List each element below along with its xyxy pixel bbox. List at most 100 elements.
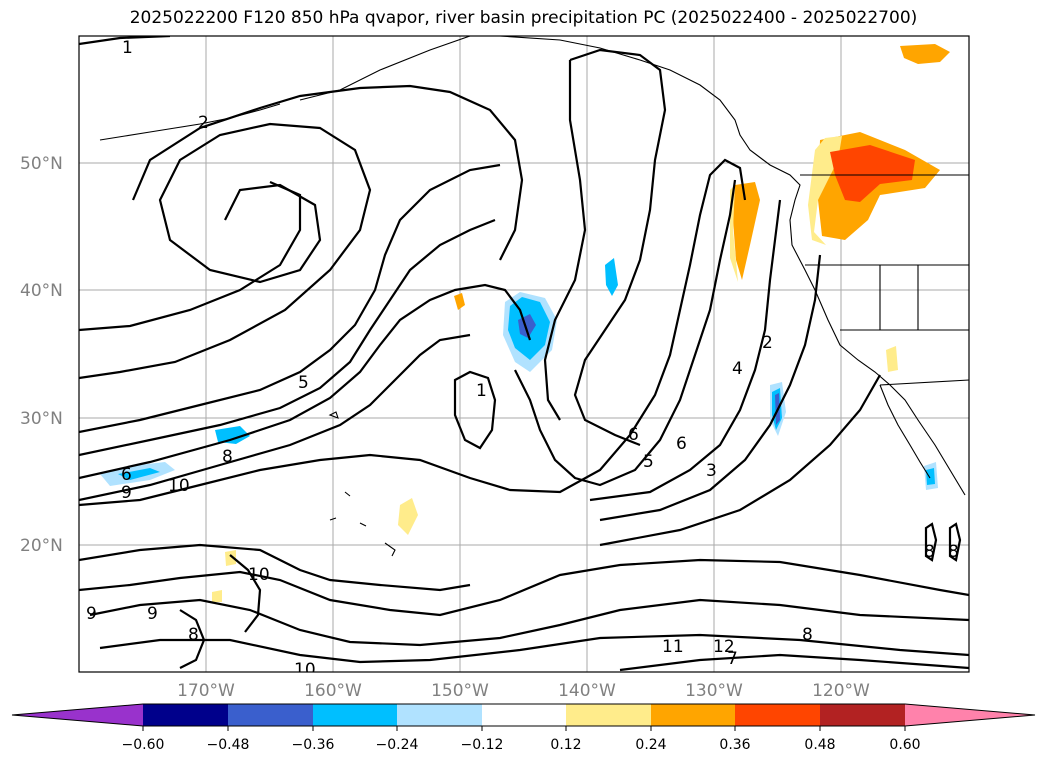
map-title: 2025022200 F120 850 hPa qvapor, river ba… (129, 8, 918, 28)
contour-label: 10 (168, 476, 190, 496)
contour-label: 6 (628, 425, 639, 445)
lon-label: 130°W (685, 681, 743, 701)
coast-aleutians (99, 103, 281, 141)
contour-a (79, 36, 171, 46)
contour-g (79, 283, 532, 480)
contour-h (79, 333, 471, 502)
colorbar-tick-label: −0.48 (207, 737, 250, 753)
lon-label: 160°W (304, 681, 362, 701)
contour-label: 4 (732, 359, 743, 379)
contour-b (131, 84, 524, 261)
contour-k (514, 179, 737, 487)
colorbar-tick-label: −0.36 (292, 737, 335, 753)
colorbar-tick-label: 0.12 (550, 737, 581, 753)
contour-label-group: 1 2 5 1 2 4 6 5 6 3 6 9 10 8 9 9 8 10 10… (86, 38, 959, 680)
contour-label: 8 (188, 625, 199, 645)
contour-label: 2 (198, 113, 209, 133)
contour-c (79, 122, 372, 380)
contour-t (99, 633, 969, 664)
colorbar-extend-left (12, 704, 143, 726)
contour-label: 6 (121, 465, 132, 485)
hawaii-islands (329, 491, 396, 557)
shade-bc-red (830, 145, 915, 202)
contour-label: 2 (762, 333, 773, 353)
shade-coast-orange (733, 182, 760, 280)
lat-labels: 50°N 40°N 30°N 20°N (20, 154, 63, 556)
lon-label: 120°W (812, 681, 870, 701)
contour-w (229, 554, 262, 633)
contour-f (79, 218, 496, 457)
shade-mex-blue2 (926, 468, 935, 485)
island-dot (328, 411, 339, 419)
qvapor-contours (79, 36, 969, 672)
colorbar-segment (228, 704, 313, 726)
contour-p (599, 374, 881, 547)
shade-alberta (900, 44, 950, 64)
colorbar-tick-label: 0.36 (719, 737, 750, 753)
contour-label: 8 (802, 625, 813, 645)
contour-r (79, 558, 969, 617)
shade-hawaii-1 (398, 498, 418, 535)
colorbar-tick-label: 0.60 (889, 737, 920, 753)
contour-label: 12 (713, 637, 735, 657)
colorbar-segment (820, 704, 905, 726)
contour-label: 10 (294, 660, 316, 680)
shade-west-blue3 (118, 468, 160, 480)
colorbar-segment (313, 704, 397, 726)
contour-i (79, 158, 747, 507)
contour-label: 3 (706, 461, 717, 481)
shade-strip-blue (605, 258, 618, 296)
shade-hawaii-2 (454, 293, 465, 310)
contour-label: 5 (643, 452, 654, 472)
colorbar-tick-label: 0.24 (635, 737, 666, 753)
lat-label: 20°N (20, 536, 63, 556)
shade-coast-light (730, 185, 738, 282)
lat-label: 50°N (20, 154, 63, 174)
contour-l (569, 48, 667, 447)
border-us-mexico (879, 379, 969, 386)
contour-label: 8 (948, 542, 959, 562)
contour-label: 8 (924, 542, 935, 562)
lon-labels: 170°W 160°W 150°W 140°W 130°W 120°W (177, 681, 870, 701)
contour-label: 6 (676, 434, 687, 454)
contour-label: 1 (476, 381, 487, 401)
colorbar-segment (143, 704, 228, 726)
lon-label: 140°W (558, 681, 616, 701)
contour-label: 8 (222, 447, 233, 467)
contour-label: 9 (86, 604, 97, 624)
border-states (805, 264, 969, 331)
colorbar: −0.60 −0.48 −0.36 −0.24 −0.12 0.12 0.24 … (11, 703, 1036, 753)
colorbar-segment (735, 704, 820, 726)
colorbar-segment (651, 704, 735, 726)
contour-label: 9 (147, 604, 158, 624)
precip-shading (100, 44, 950, 602)
contour-m (543, 60, 587, 421)
map-frame (78, 35, 970, 673)
colorbar-tick-label: −0.24 (376, 737, 419, 753)
colorbar-tick-label: −0.12 (461, 737, 504, 753)
lon-label: 150°W (431, 681, 489, 701)
contour-n (589, 199, 782, 502)
contour-label: 11 (662, 637, 684, 657)
colorbar-segment (397, 704, 482, 726)
contour-label: 5 (298, 373, 309, 393)
colorbar-segment (482, 704, 566, 726)
contour-j (453, 370, 497, 450)
coast-baja (879, 384, 931, 479)
contour-d (79, 180, 302, 332)
colorbar-segment (566, 704, 651, 726)
contour-v (179, 609, 206, 669)
contour-q (79, 543, 471, 592)
contour-s (89, 598, 969, 647)
gridlines (79, 36, 969, 672)
shade-baja (886, 346, 898, 372)
contour-x (924, 522, 962, 562)
shade-west-blue (215, 426, 250, 444)
colorbar-tick-label: 0.48 (804, 737, 835, 753)
shade-small-1 (225, 550, 236, 566)
lat-label: 40°N (20, 281, 63, 301)
colorbar-extend-right (905, 704, 1035, 726)
contour-label: 1 (122, 38, 133, 58)
contour-label: 9 (121, 483, 132, 503)
